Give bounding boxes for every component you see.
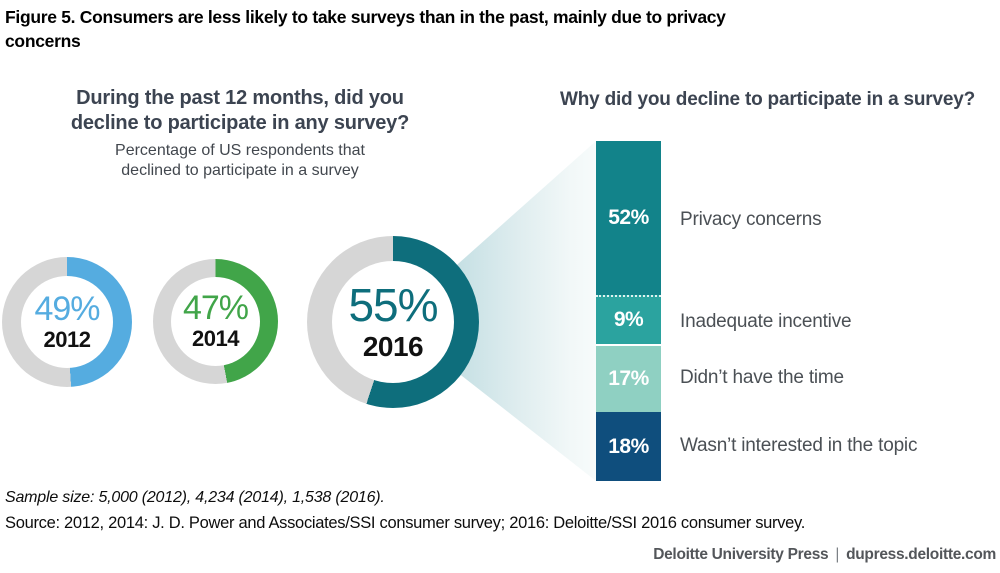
donut-hole-2016: 55% 2016 — [332, 261, 454, 383]
bar-segment-inadequate-incentive: 9% — [596, 295, 661, 344]
publisher-site: dupress.deloitte.com — [846, 546, 996, 563]
donut-value-2014: 47% — [182, 289, 249, 328]
bar-segment-no-time: 17% — [596, 343, 661, 412]
bar-segment-value: 18% — [608, 434, 649, 458]
left-panel-header: During the past 12 months, did you decli… — [55, 86, 425, 181]
donut-year-2012: 2012 — [43, 326, 91, 352]
bar-segment-value: 52% — [608, 206, 649, 229]
left-subtitle: Percentage of US respondents that declin… — [115, 142, 365, 179]
figure-title: Figure 5. Consumers are less likely to t… — [5, 7, 726, 51]
bar-segment-labels: Privacy concerns Inadequate incentive Di… — [680, 141, 1000, 481]
source-note: Source: 2012, 2014: J. D. Power and Asso… — [5, 514, 806, 532]
segment-label-no-time: Didn’t have the time — [680, 367, 844, 389]
donut-year-2016: 2016 — [362, 330, 424, 362]
bar-segment-privacy-concerns: 52% — [596, 141, 661, 295]
donut-chart-2014: 47% 2014 — [153, 259, 278, 384]
segment-label-not-interested: Wasn’t interested in the topic — [680, 435, 918, 457]
left-question: During the past 12 months, did you decli… — [70, 87, 410, 134]
right-question: Why did you decline to participate in a … — [559, 89, 976, 110]
donut-chart-2012: 49% 2012 — [2, 257, 132, 387]
publisher-footer: Deloitte University Press | dupress.deloit… — [653, 546, 996, 564]
bar-segment-not-interested: 18% — [596, 412, 661, 481]
segment-label-inadequate-incentive: Inadequate incentive — [680, 311, 852, 333]
bar-segment-value: 9% — [613, 308, 644, 332]
bar-segment-value: 17% — [608, 366, 649, 390]
publisher-brand: Deloitte University Press — [653, 546, 829, 563]
sample-size-note: Sample size: 5,000 (2012), 4,234 (2014),… — [5, 489, 385, 506]
donut-year-2014: 2014 — [192, 326, 239, 352]
stacked-bar-breakdown: 52% 9% 17% 18% Privacy concerns Inadequa… — [596, 141, 1000, 481]
donut-hole-2012: 49% 2012 — [21, 276, 113, 368]
segment-label-privacy-concerns: Privacy concerns — [680, 209, 822, 231]
donut-value-2012: 49% — [34, 289, 100, 328]
donut-chart-2016: 55% 2016 — [307, 236, 479, 408]
footer-separator: | — [835, 546, 840, 563]
stacked-bar: 52% 9% 17% 18% — [596, 141, 661, 481]
donut-value-2016: 55% — [348, 278, 438, 331]
donut-hole-2014: 47% 2014 — [171, 277, 260, 366]
